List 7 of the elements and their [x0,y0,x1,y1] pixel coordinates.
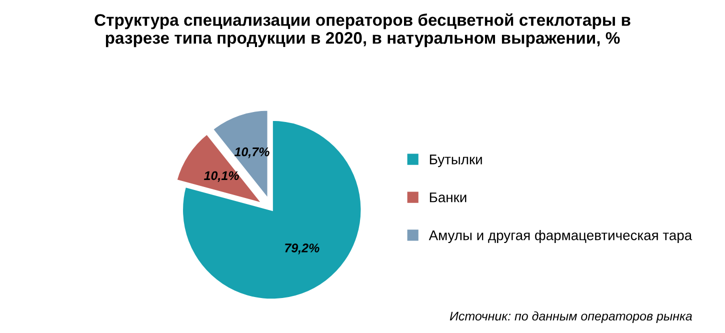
data-label: 79,2% [285,244,320,254]
legend-label: Амулы и другая фармацевтическая тара [428,230,692,243]
chart-title: Структура специализации операторов бесцветной стеклотары в разрезе типа продукции в 2020, в натуральном выражении, % [94,13,630,48]
text: Источник: по данным операторов рынка [450,311,692,324]
legend-label: Бутылки [430,154,482,168]
data-label: 10,1% [204,171,239,182]
legend-label: Банки [430,192,466,202]
